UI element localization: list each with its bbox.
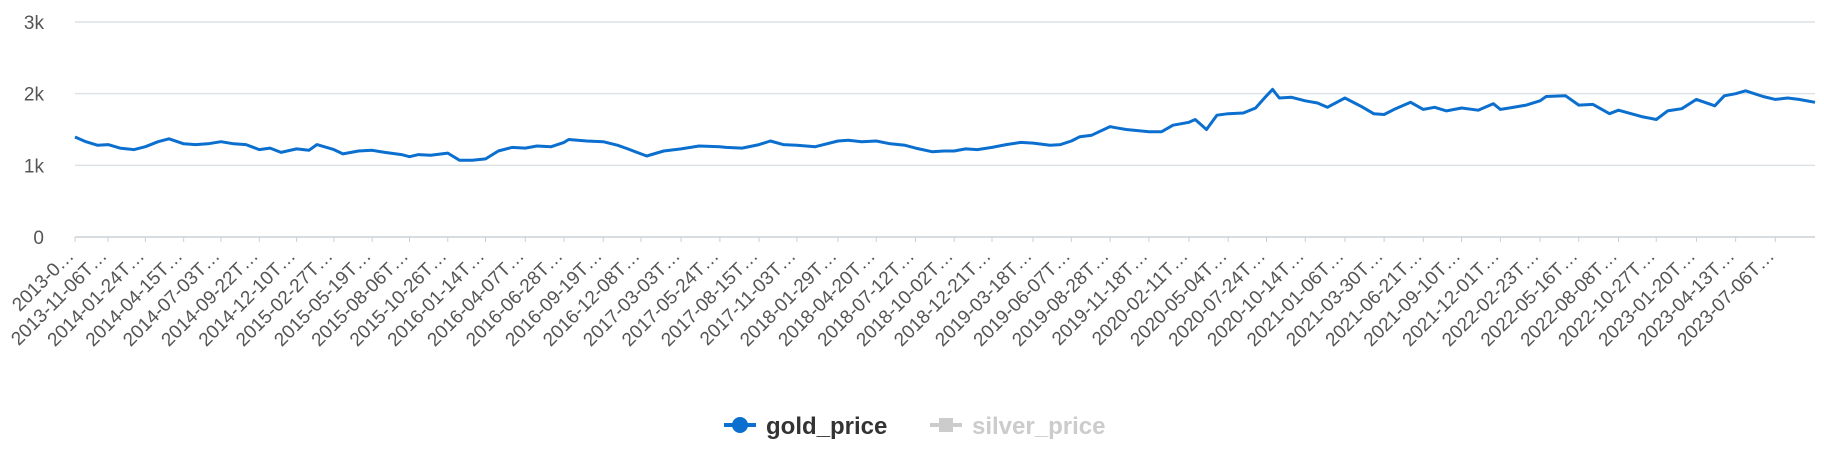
- y-axis-ticks: 0 1k 2k 3k: [24, 13, 45, 249]
- legend-gold-label: gold_price: [766, 413, 887, 440]
- legend-silver-label: silver_price: [972, 413, 1105, 440]
- y-tick-label: 3k: [24, 13, 45, 34]
- gridlines: [75, 21, 1815, 238]
- y-tick-label: 2k: [24, 85, 45, 106]
- y-tick-label: 1k: [24, 156, 45, 177]
- legend-gold-circle-icon: [732, 417, 748, 433]
- y-tick-label: 0: [33, 228, 44, 249]
- legend: gold_price silver_price: [724, 413, 1105, 440]
- legend-silver-square-icon: [939, 418, 953, 432]
- x-axis-ticks: 2013-0…2013-11-06T…2014-01-24T…2014-04-1…: [7, 237, 1779, 351]
- series-line-gold-price: [74, 87, 1816, 162]
- series-layer: [74, 87, 1816, 162]
- legend-item-gold-price[interactable]: gold_price: [724, 413, 887, 440]
- legend-item-silver-price[interactable]: silver_price: [930, 413, 1105, 440]
